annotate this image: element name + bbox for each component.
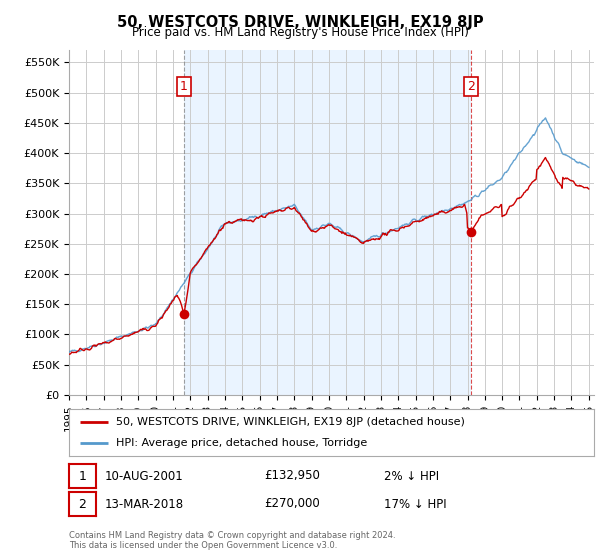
Text: Price paid vs. HM Land Registry's House Price Index (HPI): Price paid vs. HM Land Registry's House …	[131, 26, 469, 39]
Text: 10-AUG-2001: 10-AUG-2001	[105, 469, 184, 483]
Text: 2: 2	[467, 80, 475, 93]
Text: HPI: Average price, detached house, Torridge: HPI: Average price, detached house, Torr…	[116, 438, 367, 448]
Text: 50, WESTCOTS DRIVE, WINKLEIGH, EX19 8JP (detached house): 50, WESTCOTS DRIVE, WINKLEIGH, EX19 8JP …	[116, 417, 465, 427]
Text: Contains HM Land Registry data © Crown copyright and database right 2024.
This d: Contains HM Land Registry data © Crown c…	[69, 530, 395, 550]
Text: £270,000: £270,000	[264, 497, 320, 511]
Bar	[184, 50, 471, 395]
Text: 2: 2	[79, 497, 86, 511]
Text: 2% ↓ HPI: 2% ↓ HPI	[384, 469, 439, 483]
Text: 13-MAR-2018: 13-MAR-2018	[105, 497, 184, 511]
Text: 1: 1	[180, 80, 188, 93]
Text: 50, WESTCOTS DRIVE, WINKLEIGH, EX19 8JP: 50, WESTCOTS DRIVE, WINKLEIGH, EX19 8JP	[116, 15, 484, 30]
Text: 1: 1	[79, 469, 86, 483]
Text: £132,950: £132,950	[264, 469, 320, 483]
Text: 17% ↓ HPI: 17% ↓ HPI	[384, 497, 446, 511]
